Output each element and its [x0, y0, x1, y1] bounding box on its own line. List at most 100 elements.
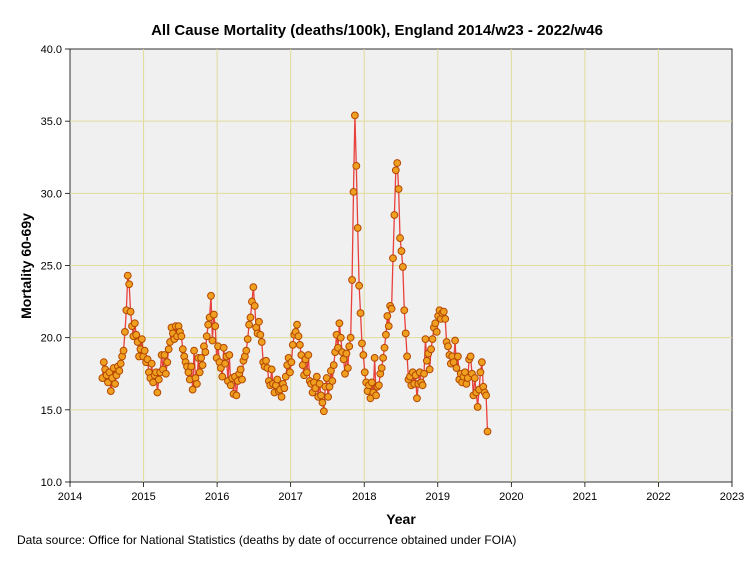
data-point [238, 375, 246, 384]
data-point [99, 358, 108, 367]
data-point [397, 247, 406, 255]
data-point [382, 330, 390, 339]
data-point [389, 254, 397, 263]
data-point [342, 349, 351, 358]
data-point [427, 345, 435, 354]
data-point [255, 317, 263, 326]
data-point [398, 263, 407, 271]
data-point [201, 348, 210, 357]
data-point [211, 322, 220, 331]
data-point [163, 358, 172, 367]
data-point [273, 375, 282, 384]
x-tick-label: 2017 [278, 491, 302, 503]
x-tick-label: 2018 [352, 491, 376, 503]
data-point [137, 335, 146, 344]
x-tick-label: 2020 [499, 491, 523, 503]
data-point [444, 342, 452, 351]
data-point [153, 388, 162, 397]
data-point [208, 336, 217, 345]
data-point [295, 340, 304, 349]
data-point [413, 394, 421, 403]
data-point [318, 398, 327, 407]
data-point [403, 352, 412, 361]
data-point [360, 368, 369, 377]
data-point [476, 368, 485, 377]
data-point [115, 366, 124, 375]
data-point [483, 427, 492, 436]
data-point [294, 332, 303, 341]
data-point [245, 320, 253, 329]
data-point [380, 343, 389, 352]
data-point [451, 336, 459, 345]
data-point [132, 330, 141, 339]
data-point [343, 364, 352, 372]
data-point [187, 362, 196, 371]
data-point [177, 332, 186, 341]
data-point [106, 387, 115, 395]
data-point [352, 162, 361, 170]
data-point [121, 327, 129, 336]
data-point [383, 312, 392, 320]
data-point [249, 283, 258, 292]
data-point [243, 335, 252, 344]
data-point [359, 351, 368, 359]
data-point [195, 368, 204, 377]
y-tick-label: 10.0 [41, 477, 62, 489]
data-point [280, 384, 289, 393]
data-point [232, 391, 241, 400]
data-point [470, 374, 479, 382]
data-point [130, 319, 139, 328]
data-point [401, 329, 410, 338]
data-point [125, 280, 134, 289]
y-tick-label: 35.0 [41, 116, 62, 128]
data-point [324, 392, 332, 401]
data-point [287, 358, 296, 367]
data-point [353, 224, 362, 232]
data-point [192, 379, 201, 388]
data-point [256, 330, 265, 339]
data-point [370, 353, 379, 362]
data-point [421, 335, 430, 344]
data-point [111, 379, 119, 388]
data-point [473, 403, 482, 411]
data-point [393, 159, 402, 167]
data-point [202, 332, 211, 341]
data-point [328, 377, 337, 385]
data-point [336, 333, 345, 342]
data-point [190, 346, 198, 355]
data-point [293, 320, 301, 329]
data-point [439, 307, 448, 316]
data-point [355, 281, 364, 290]
data-point [390, 211, 399, 219]
data-point [304, 351, 313, 359]
data-point [345, 342, 354, 351]
data-point [119, 346, 128, 355]
data-point [384, 322, 393, 331]
data-point [329, 361, 338, 369]
data-point [161, 369, 170, 378]
x-tick-label: 2015 [131, 491, 155, 503]
data-point [432, 327, 441, 336]
data-point [348, 276, 356, 284]
data-point [367, 378, 376, 387]
data-point [164, 345, 173, 354]
series-layer [98, 111, 492, 436]
x-tick-label: 2023 [720, 491, 744, 503]
data-point [418, 381, 427, 390]
y-tick-label: 40.0 [41, 44, 62, 56]
data-point [374, 381, 383, 390]
data-point [257, 338, 266, 346]
data-point [335, 319, 344, 328]
data-point [246, 313, 255, 322]
data-point [482, 391, 491, 400]
y-tick-label: 30.0 [41, 188, 62, 200]
chart-title: All Cause Mortality (deaths/100k), Engla… [151, 22, 603, 39]
data-point [198, 361, 207, 369]
data-point [319, 407, 328, 416]
data-point [379, 353, 388, 362]
data-point [209, 310, 218, 319]
data-point [346, 333, 355, 342]
data-point [387, 304, 396, 313]
data-point [221, 359, 230, 368]
data-point [372, 391, 380, 400]
